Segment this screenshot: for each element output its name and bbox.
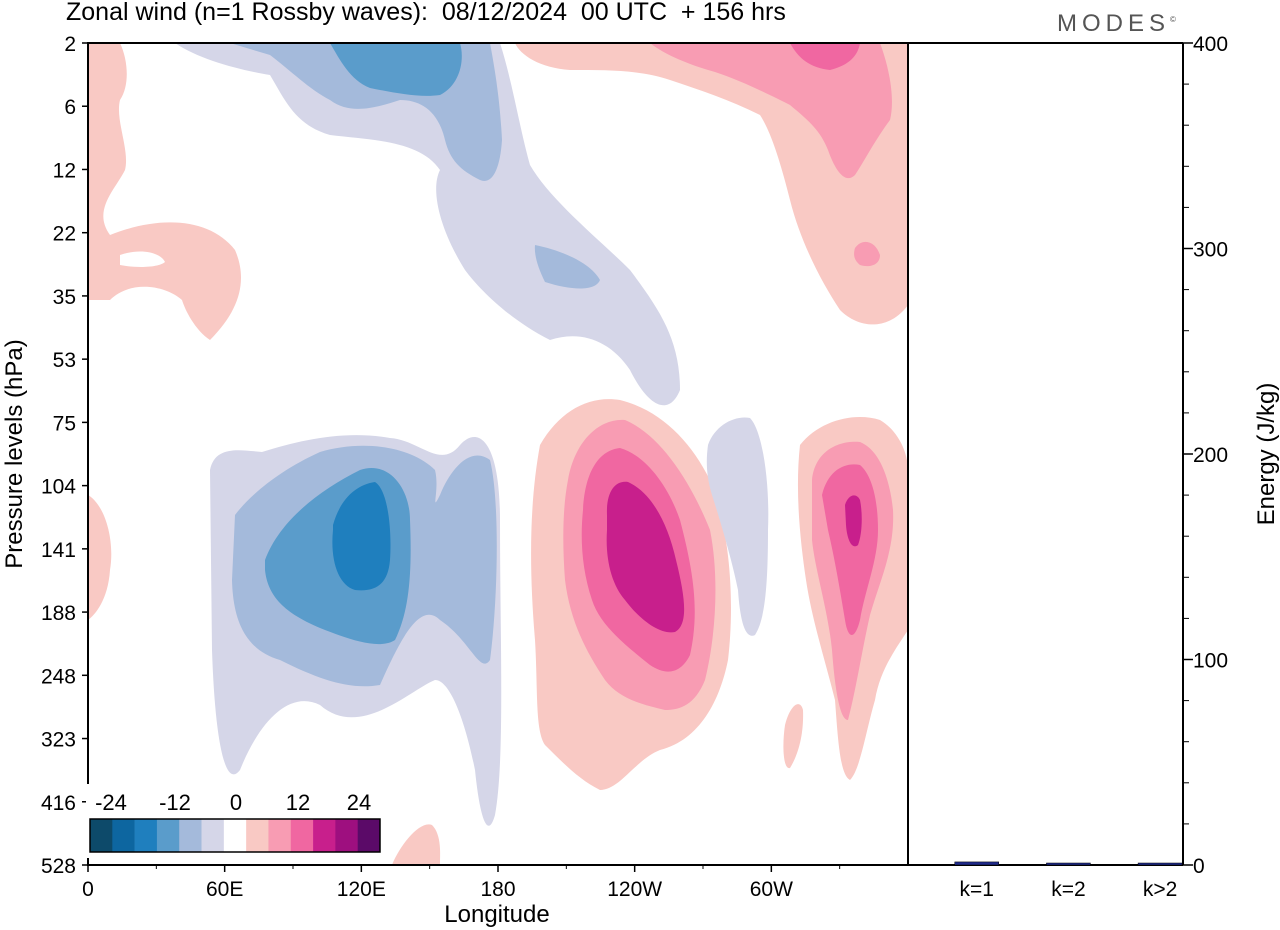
contour-region [606, 481, 685, 633]
contour-region [88, 495, 112, 620]
energy-bar [954, 861, 999, 866]
contour-region [88, 43, 242, 340]
colorbar-swatch [290, 819, 314, 852]
contour-region [534, 245, 600, 289]
colorbar-swatch [134, 819, 158, 852]
energy-tick-label: 0 [1193, 855, 1205, 878]
colorbar: -24 -12 0 12 24 [86, 784, 384, 858]
colorbar-swatch [246, 819, 269, 852]
energy-bars: 0 100 200 300 400 Energy (J/kg) k=1 k=2 k>2 [908, 33, 1280, 901]
x-tick-label: 180 [480, 878, 515, 901]
colorbar-swatch [179, 819, 202, 852]
chart-title: Zonal wind (n=1 Rossby waves): 08/12/202… [66, 0, 786, 26]
energy-category-label: k=1 [960, 878, 994, 901]
y-tick-label: 22 [53, 223, 76, 246]
y-tick-label: 53 [53, 349, 76, 372]
contour-region [706, 417, 769, 636]
colorbar-label: 24 [347, 790, 371, 815]
y-tick-label: 528 [41, 855, 76, 878]
energy-tick-label: 100 [1193, 650, 1228, 673]
contour-region [392, 824, 441, 865]
contour-region [783, 704, 804, 769]
x-tick-label: 0 [82, 878, 94, 901]
contour-region [822, 464, 878, 635]
colorbar-frame [89, 818, 381, 853]
contour-region [332, 482, 391, 591]
x-axis-label: Longitude [444, 901, 549, 928]
y-tick-label: 104 [41, 476, 76, 499]
colorbar-label: -12 [159, 790, 191, 815]
energy-tick-label: 200 [1193, 444, 1228, 467]
y-tick-label: 188 [41, 602, 76, 625]
contour-region [175, 43, 680, 406]
colorbar-label: -24 [95, 790, 127, 815]
x-tick-label: 60E [206, 878, 243, 901]
brand-name: MODES [1057, 10, 1171, 37]
colorbar-swatch [201, 819, 225, 852]
y-tick-label: 323 [41, 729, 76, 752]
colorbar-label: 12 [286, 790, 310, 815]
energy-bar [1046, 862, 1091, 866]
brand-mark: © [1170, 15, 1176, 24]
colorbar-swatch [335, 819, 358, 852]
y-axis-label: Pressure levels (hPa) [1, 339, 28, 568]
contour-region [650, 43, 892, 179]
energy-tick-label: 300 [1193, 239, 1228, 262]
colorbar-swatch [156, 819, 180, 852]
contour-hole [120, 251, 165, 267]
energy-axis-label: Energy (J/kg) [1253, 383, 1280, 526]
colorbar-swatch [313, 819, 336, 852]
brand-logo: MODES© [1057, 10, 1176, 38]
y-tick-label: 12 [53, 159, 76, 182]
colorbar-swatch [90, 819, 113, 852]
y-tick-label: 2 [64, 33, 76, 56]
y-tick-label: 248 [41, 665, 76, 688]
y-tick-label: 141 [41, 539, 76, 562]
colorbar-swatch [223, 819, 247, 852]
x-tick-label: 120W [607, 878, 662, 901]
energy-category-label: k=2 [1051, 878, 1085, 901]
contour-hole [120, 112, 182, 120]
x-tick-label: 60W [750, 878, 793, 901]
colorbar-swatch [357, 819, 381, 852]
y-tick-label: 75 [53, 412, 76, 435]
colorbar-label: 0 [230, 790, 242, 815]
energy-category-label: k>2 [1143, 878, 1177, 901]
energy-tick-label: 400 [1193, 33, 1228, 56]
contour-region [790, 43, 860, 70]
colorbar-swatch [112, 819, 135, 852]
contour-field [88, 43, 908, 865]
x-tick-label: 120E [337, 878, 386, 901]
contour-region [330, 43, 462, 96]
y-tick-label: 6 [64, 96, 76, 119]
y-tick-label: 416 [41, 792, 76, 815]
contour-region [845, 495, 862, 547]
colorbar-swatch [268, 819, 292, 852]
contour-region [854, 241, 880, 267]
y-tick-label: 35 [53, 286, 76, 309]
energy-bar [1137, 862, 1183, 866]
